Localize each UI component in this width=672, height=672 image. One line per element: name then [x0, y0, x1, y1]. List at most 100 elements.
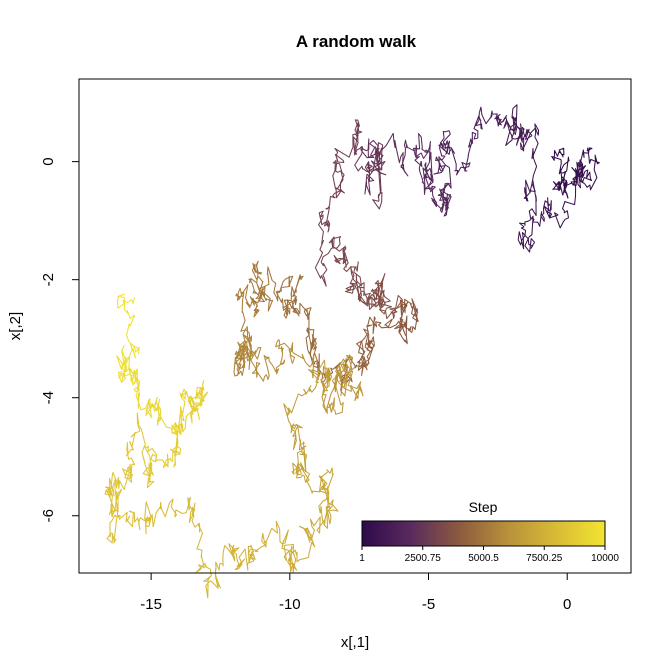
walk-segment	[248, 260, 259, 294]
walk-segment	[464, 131, 478, 172]
walk-segment	[494, 113, 502, 127]
walk-segment	[415, 144, 432, 172]
walk-segment	[326, 499, 339, 525]
walk-segment	[353, 141, 364, 172]
walk-segment	[104, 486, 114, 511]
walk-segment	[144, 501, 154, 535]
walk-segment	[292, 530, 316, 563]
walk-segment	[362, 144, 384, 173]
walk-segment	[132, 368, 141, 393]
walk-segment	[531, 123, 540, 192]
walk-segment	[188, 502, 200, 528]
walk-segment	[309, 353, 321, 377]
walk-segment	[275, 339, 294, 364]
walk-segment	[396, 298, 414, 323]
walk-segment	[411, 298, 419, 333]
walk-segment	[554, 200, 570, 229]
walk-segment	[116, 351, 131, 382]
walk-segment	[251, 260, 264, 283]
walk-segment	[282, 291, 292, 319]
walk-segment	[543, 197, 559, 219]
legend-tick-label: 2500.75	[405, 553, 442, 564]
walk-segment	[318, 485, 330, 514]
walk-segment	[106, 519, 118, 544]
y-axis-label: x[,2]	[7, 312, 24, 340]
walk-segment	[511, 123, 523, 146]
walk-segment	[314, 239, 328, 287]
walk-segment	[252, 283, 266, 307]
walk-segment	[349, 358, 370, 376]
walk-segment	[257, 281, 274, 312]
walk-segment	[576, 159, 587, 177]
walk-segment	[237, 287, 250, 334]
legend-title: Step	[469, 499, 498, 515]
walk-segment	[108, 488, 123, 518]
walk-segment	[357, 282, 375, 305]
walk-segment	[439, 188, 452, 211]
walk-segment	[424, 169, 434, 191]
walk-segment	[155, 453, 173, 469]
walk-segment	[129, 412, 146, 448]
walk-segment	[325, 195, 336, 233]
walk-segment	[169, 445, 182, 462]
walk-segment	[307, 359, 327, 388]
walk-segment	[366, 316, 376, 336]
walk-segment	[403, 315, 413, 345]
walk-segment	[290, 274, 304, 298]
walk-segment	[237, 333, 254, 357]
walk-segment	[418, 160, 429, 195]
walk-segment	[279, 528, 292, 559]
walk-segment	[356, 355, 370, 371]
y-tick-label: 0	[40, 157, 57, 165]
walk-segment	[196, 523, 205, 569]
walk-segment	[473, 112, 483, 139]
walk-segment	[564, 163, 585, 206]
walk-segment	[289, 294, 300, 317]
walk-segment	[195, 562, 212, 582]
walk-segment	[305, 327, 317, 355]
walk-segment	[178, 392, 187, 425]
walk-segment	[332, 170, 345, 199]
walk-segment	[245, 296, 260, 318]
walk-segment	[523, 179, 536, 202]
walk-segment	[577, 147, 595, 168]
walk-segment	[344, 266, 356, 294]
walk-segment	[290, 296, 312, 321]
walk-segment	[517, 226, 529, 250]
walk-segment	[350, 261, 362, 293]
x-axis: -15 -10 -5 0	[140, 572, 571, 613]
walk-segment	[392, 133, 409, 177]
walk-segment	[121, 345, 137, 385]
walk-segment	[450, 147, 471, 176]
x-tick-label: 0	[563, 596, 571, 613]
legend-tick-label: 1	[359, 553, 365, 564]
walk-segment	[235, 342, 247, 368]
y-tick-label: -4	[40, 391, 57, 404]
walk-segment	[288, 348, 315, 379]
walk-segment	[551, 147, 565, 161]
walk-segment	[394, 308, 406, 343]
walk-segment	[117, 363, 127, 384]
walk-segment	[440, 130, 451, 155]
walk-segment	[135, 382, 152, 419]
walk-segment	[438, 140, 456, 155]
walk-segment	[145, 396, 161, 416]
walk-segment	[431, 185, 446, 213]
walk-segment	[356, 287, 376, 307]
y-tick-label: -2	[40, 273, 57, 286]
legend-ticks: 1 2500.75 5000.5 7500.25 10000	[359, 546, 619, 564]
walk-segment	[320, 236, 342, 267]
walk-segment	[379, 307, 398, 320]
walk-segment	[214, 545, 228, 585]
walk-segment	[343, 354, 356, 389]
walk-segment	[561, 176, 569, 199]
walk-segment	[247, 546, 262, 564]
legend-tick-label: 5000.5	[468, 553, 499, 564]
walk-segment	[301, 468, 327, 494]
walk-segment	[333, 252, 347, 268]
walk-segment	[552, 168, 564, 196]
walk-segment	[318, 210, 329, 245]
walk-segment	[332, 158, 343, 190]
walk-segment	[372, 318, 393, 335]
walk-segment	[505, 117, 518, 147]
